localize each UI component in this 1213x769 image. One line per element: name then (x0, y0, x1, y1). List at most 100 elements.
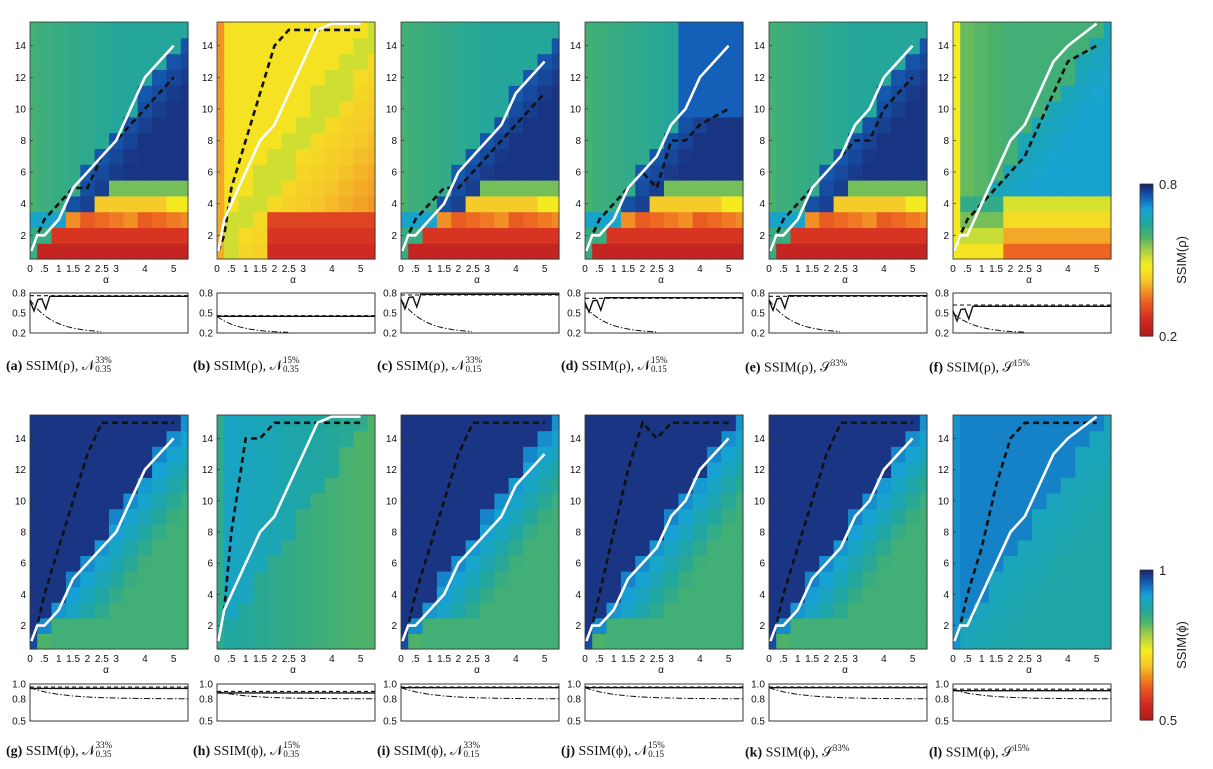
heatmap-cell (848, 633, 863, 650)
x-tick-label: 1 (979, 264, 985, 275)
heatmap-cells (401, 415, 560, 650)
heatmap-cell (281, 243, 297, 260)
heatmap-cell (30, 101, 38, 118)
heatmap-cell (65, 227, 81, 244)
heatmap-cell (905, 211, 921, 228)
heatmap-cell (252, 211, 268, 228)
heatmap-cell (585, 195, 593, 213)
heatmap-cell (769, 53, 777, 70)
dashed-curve (401, 92, 546, 252)
heatmap-cell (592, 53, 608, 70)
heatmap-cell (217, 571, 225, 588)
colorbar-segment (1140, 662, 1153, 666)
heatmap-cell (51, 617, 67, 634)
heatmap-cell (537, 180, 553, 197)
heatmap-cell (721, 586, 737, 603)
heatmap-cell (408, 461, 424, 478)
heatmap-cell (606, 555, 622, 572)
heatmap-cell (367, 539, 376, 556)
heatmap-cell (735, 586, 744, 603)
x-tick-label: 2.5 (834, 654, 848, 665)
heatmap-cell (51, 22, 67, 39)
heatmap-cell (620, 555, 636, 572)
heatmap-cell (494, 22, 510, 39)
heatmap-cell (988, 430, 1004, 447)
heatmap-cell (678, 617, 694, 634)
heatmap-cell (876, 243, 892, 260)
x-tick-label: 5 (542, 264, 548, 275)
heatmap-cell (1075, 430, 1091, 447)
heatmap-cell (137, 586, 153, 603)
heatmap-cell (664, 524, 679, 541)
heatmap-cell (238, 446, 254, 463)
heatmap-cell (776, 539, 792, 556)
heatmap-cell (776, 555, 792, 572)
heatmap-cell (123, 633, 139, 650)
solid-white-curve (217, 22, 361, 252)
heatmap-cell (353, 524, 369, 541)
heatmap-cell (1032, 602, 1047, 619)
x-tick-label: .5 (595, 264, 604, 275)
heatmap-cell (123, 148, 139, 165)
small-plot-solid-line (952, 305, 1111, 323)
heatmap-cell (833, 633, 849, 650)
heatmap-cell (252, 53, 268, 70)
heatmap-cell (353, 602, 369, 619)
heatmap-cell (508, 195, 524, 213)
x-tick-label: 2 (1008, 654, 1014, 665)
heatmap-cell (508, 571, 524, 588)
heatmap-cell (862, 539, 878, 556)
heatmap-cell (436, 53, 452, 70)
heatmap-cell (585, 539, 593, 556)
heatmap-cell (635, 85, 651, 102)
heatmap-cell (339, 602, 355, 619)
heatmap-cell (848, 430, 863, 447)
colorbar-segment (1140, 265, 1153, 269)
small-plot-y-tick: 0.5 (383, 717, 397, 728)
heatmap-cell (585, 571, 593, 588)
heatmap-cell (891, 524, 907, 541)
y-tick-label: 6 (943, 559, 949, 570)
heatmap-cell (451, 227, 467, 244)
heatmap-cell (1103, 164, 1112, 181)
colorbar-segment (1140, 313, 1153, 317)
heatmap-cell (960, 430, 976, 447)
heatmap-cell (180, 555, 189, 572)
small-plot-frame (29, 292, 189, 334)
heatmap-cell (585, 85, 593, 102)
heatmap-cell (953, 415, 961, 432)
heatmap-cell (166, 446, 182, 463)
heatmap-cell (1075, 415, 1091, 432)
heatmap-cell (707, 85, 723, 102)
heatmap-cell (123, 211, 139, 228)
heatmap-cell (494, 555, 510, 572)
y-tick-label: 4 (759, 590, 765, 601)
heatmap-cell (408, 148, 424, 165)
heatmap-cell (692, 164, 708, 181)
heatmap-cell (480, 508, 495, 525)
heatmap-cell (620, 493, 636, 510)
heatmap-cell (635, 227, 651, 244)
heatmap-cell (905, 508, 921, 525)
heatmap-cell (1089, 524, 1105, 541)
heatmap-cell (678, 243, 694, 260)
heatmap-cell (819, 180, 835, 197)
heatmap-cell (353, 195, 369, 213)
heatmap-cell (465, 446, 481, 463)
heatmap-cell (988, 243, 1004, 260)
heatmap-cell (804, 227, 820, 244)
heatmap-cell (480, 69, 495, 86)
heatmap-cell (551, 524, 560, 541)
heatmap-cell (422, 132, 438, 149)
heatmap-cell (819, 430, 835, 447)
heatmap-cell (1060, 508, 1076, 525)
heatmap-cell (310, 116, 326, 134)
x-tick-label: 0 (766, 654, 772, 665)
heatmap-cell (891, 602, 907, 619)
heatmap-cell (692, 571, 708, 588)
heatmap-cell (408, 477, 424, 494)
colorbar-segment (1140, 707, 1153, 711)
heatmap-cell (953, 180, 961, 197)
heatmap-cell (1032, 22, 1047, 39)
